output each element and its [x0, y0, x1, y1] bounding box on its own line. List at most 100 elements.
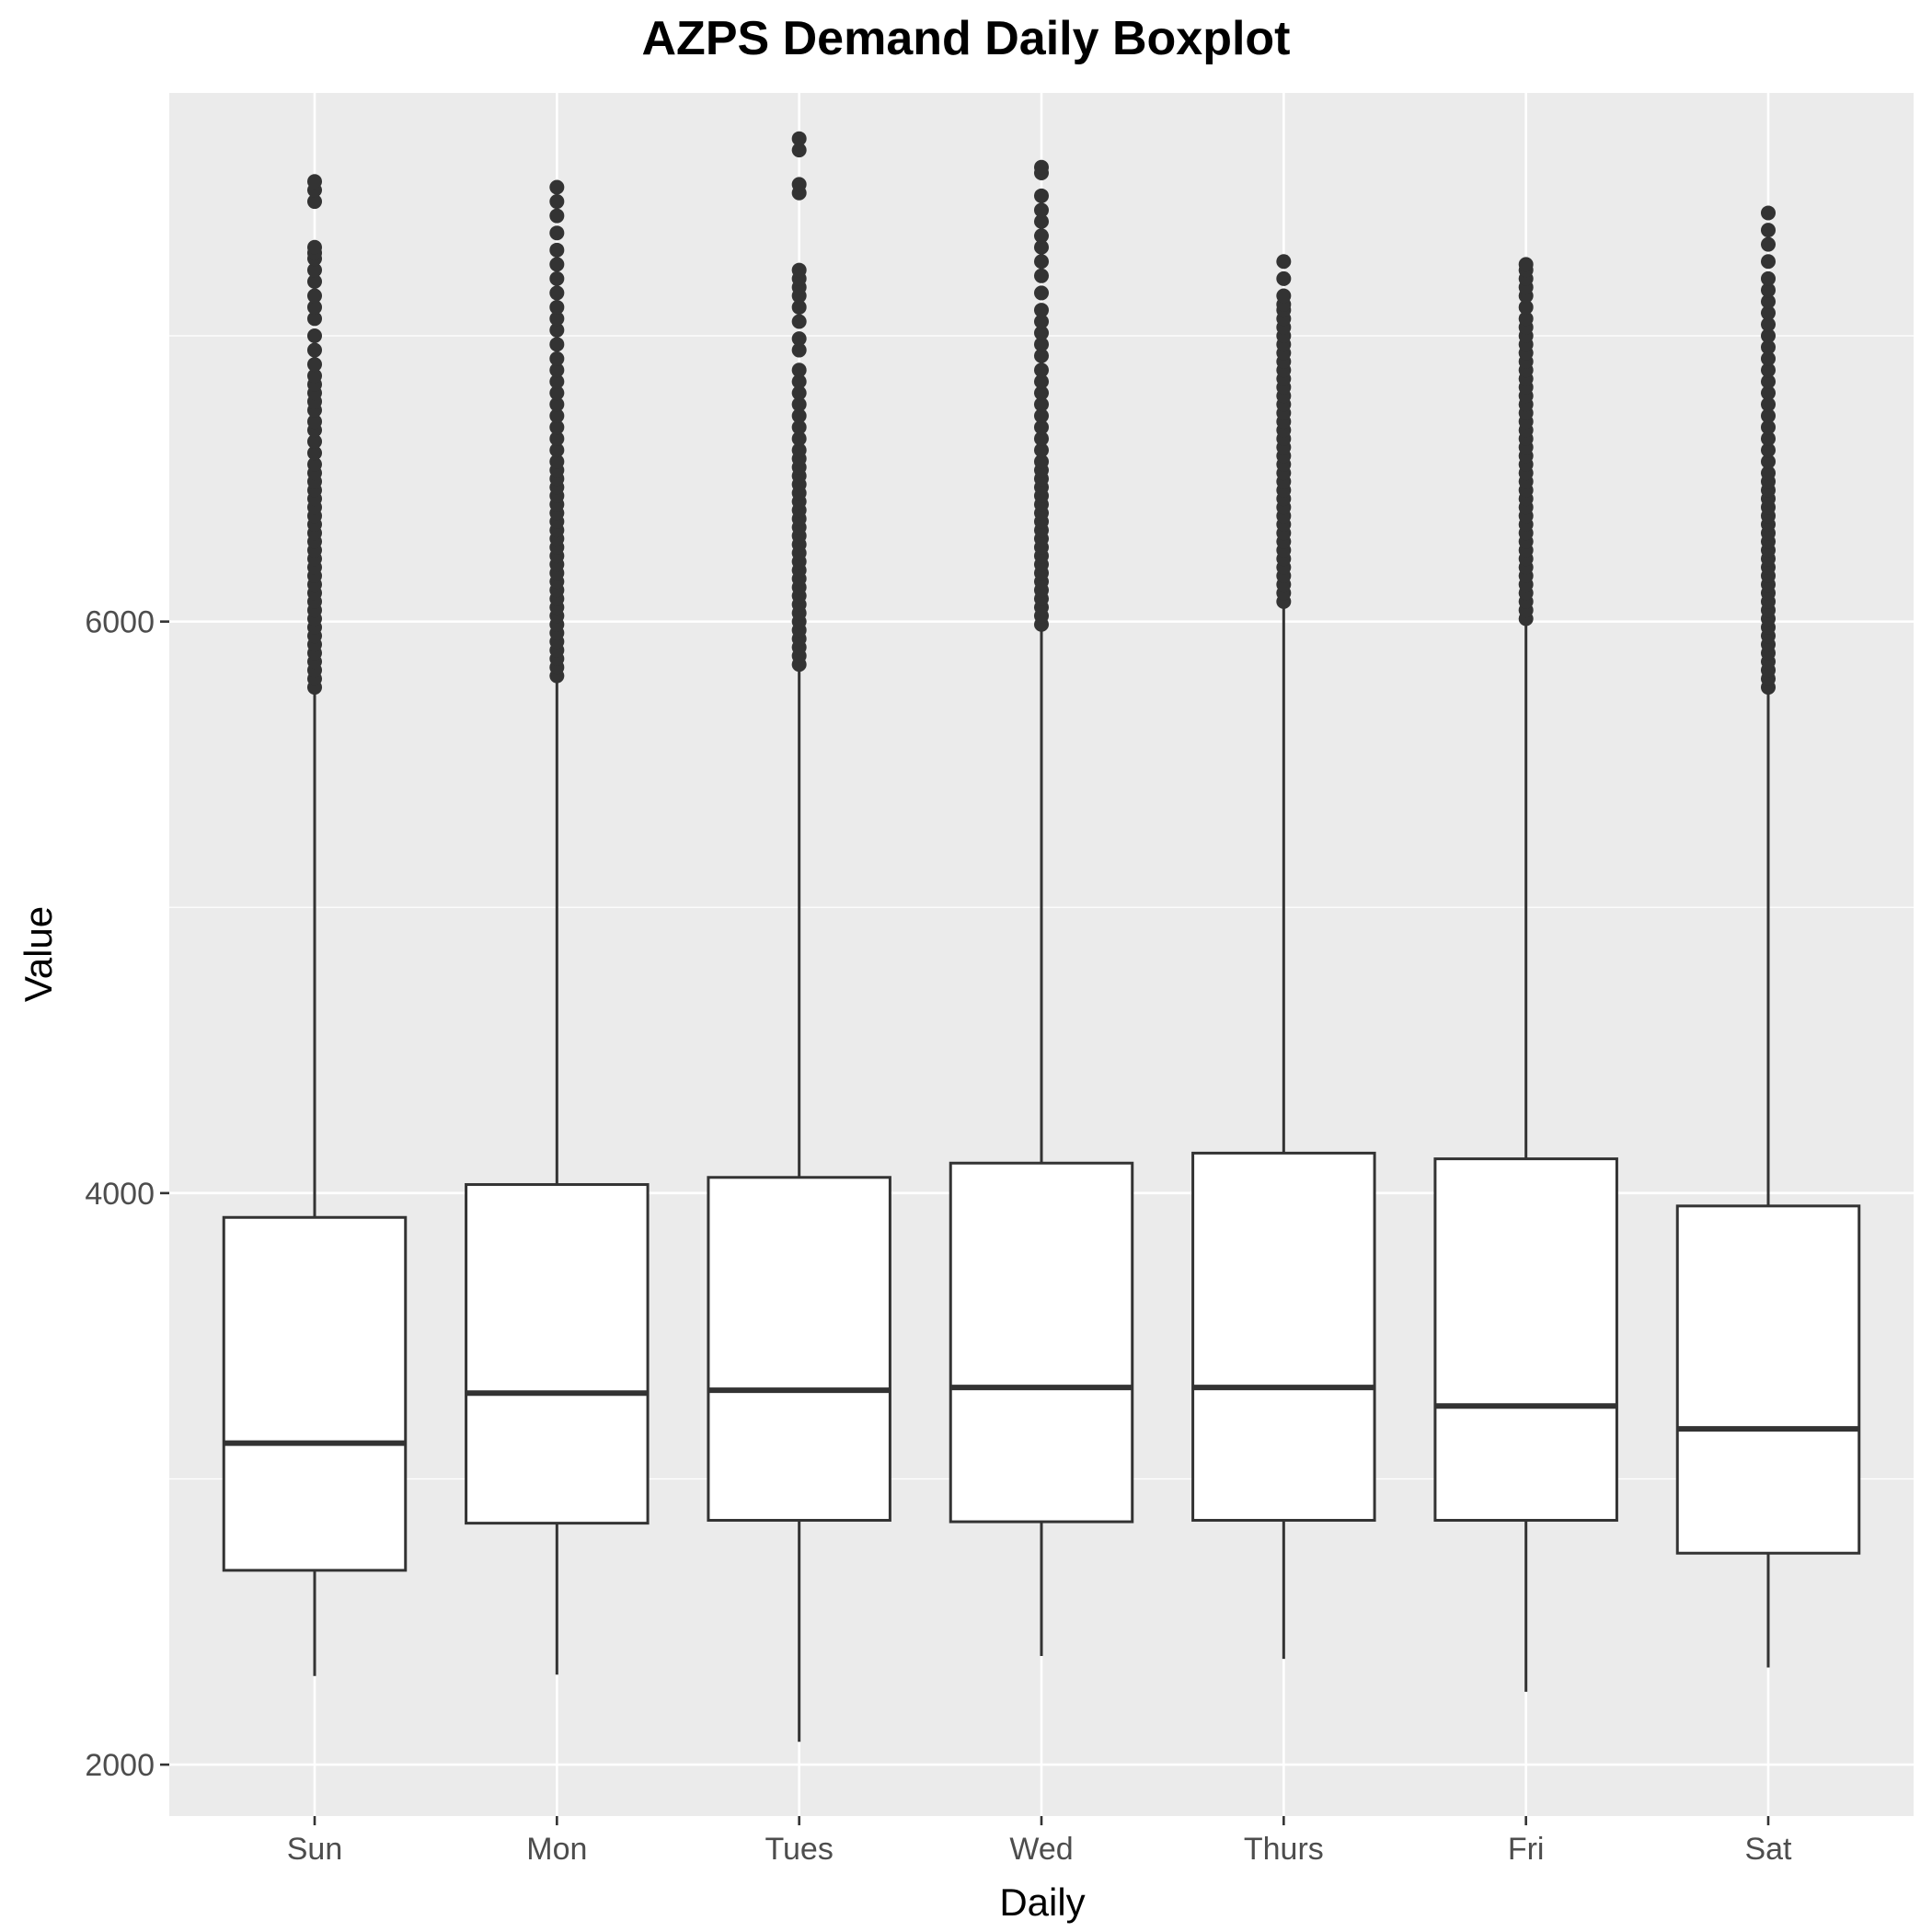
outlier-point [549, 443, 565, 458]
outlier-point [1034, 374, 1049, 389]
outlier-point [791, 262, 807, 278]
iqr-box [949, 1161, 1134, 1524]
x-tick-label: Mon [526, 1832, 587, 1867]
outlier-point [307, 311, 322, 327]
iqr-box [222, 1215, 408, 1572]
outlier-point [791, 385, 807, 401]
outlier-point [549, 225, 565, 241]
chart-title: AZPS Demand Daily Boxplot [641, 12, 1291, 65]
iqr-box [1433, 1157, 1618, 1523]
outlier-point [1034, 314, 1049, 329]
outlier-point [791, 420, 807, 435]
outlier-point [1518, 257, 1534, 272]
y-tick-label: 4000 [85, 1177, 155, 1212]
outlier-point [791, 397, 807, 412]
outlier-point [549, 179, 565, 195]
outlier-point [1034, 303, 1049, 318]
outlier-point [1034, 254, 1049, 270]
outlier-point [307, 288, 322, 304]
outlier-point [307, 174, 322, 190]
outlier-point [307, 239, 322, 255]
outlier-point [307, 433, 322, 449]
outlier-point [307, 342, 322, 358]
outlier-point [1761, 466, 1776, 481]
outlier-point [791, 342, 807, 358]
outlier-point [1761, 293, 1776, 309]
outlier-point [549, 408, 565, 423]
outlier-point [549, 397, 565, 412]
outlier-point [1761, 408, 1776, 423]
outlier-point [1034, 213, 1049, 229]
outlier-point [549, 351, 565, 366]
outlier-point [307, 456, 322, 472]
outlier-point [791, 408, 807, 423]
outlier-point [1761, 270, 1776, 286]
outlier-point [1761, 236, 1776, 252]
outlier-point [1034, 420, 1049, 435]
outlier-point [1761, 374, 1776, 389]
box-sun [222, 174, 408, 1676]
outlier-point [307, 274, 322, 290]
outlier-point [549, 270, 565, 286]
outlier-point [1034, 454, 1049, 469]
x-tick-label: Tues [765, 1832, 834, 1867]
outlier-point [791, 431, 807, 446]
outlier-point [1034, 202, 1049, 218]
outlier-point [1761, 223, 1776, 238]
outlier-point [307, 262, 322, 278]
outlier-point [1034, 337, 1049, 352]
y-tick-label: 2000 [85, 1748, 155, 1783]
x-tick-label: Thurs [1244, 1832, 1324, 1867]
box-thurs [1191, 254, 1376, 1660]
outlier-point [1761, 431, 1776, 446]
outlier-point [549, 311, 565, 327]
outlier-point [307, 328, 322, 344]
outlier-point [307, 414, 322, 430]
outlier-point [1761, 351, 1776, 366]
outlier-point [791, 443, 807, 458]
outlier-point [1518, 311, 1534, 327]
outlier-point [307, 445, 322, 461]
outlier-point [1276, 270, 1292, 286]
outlier-point [1034, 188, 1049, 203]
x-axis-title: Daily [999, 1880, 1085, 1924]
outlier-point [1034, 239, 1049, 255]
outlier-point [1034, 385, 1049, 401]
x-axis: Sun Mon Tues Wed Thurs Fri Sat [287, 1816, 1792, 1867]
outlier-point [549, 257, 565, 272]
outlier-point [549, 194, 565, 210]
outlier-point [549, 322, 565, 338]
y-axis: 2000 4000 6000 [85, 605, 169, 1783]
outlier-point [549, 454, 565, 469]
outlier-point [1034, 159, 1049, 175]
iqr-box [1675, 1204, 1861, 1555]
outlier-point [549, 208, 565, 224]
outlier-point [1034, 348, 1049, 363]
outlier-point [307, 357, 322, 373]
outlier-point [1761, 454, 1776, 469]
outlier-point [1034, 362, 1049, 378]
outlier-point [1761, 420, 1776, 435]
outlier-point [1761, 362, 1776, 378]
x-tick-label: Sat [1744, 1832, 1792, 1867]
outlier-point [1034, 285, 1049, 301]
outlier-point [549, 431, 565, 446]
outlier-point [549, 337, 565, 352]
outlier-point [1761, 328, 1776, 344]
y-tick-label: 6000 [85, 605, 155, 640]
outlier-point [1034, 268, 1049, 283]
outlier-point [1761, 316, 1776, 332]
outlier-point [1034, 397, 1049, 412]
outlier-point [1276, 254, 1292, 270]
box-sat [1675, 205, 1861, 1668]
outlier-point [549, 285, 565, 301]
outlier-point [1034, 228, 1049, 244]
outlier-point [791, 177, 807, 192]
iqr-box [1191, 1151, 1376, 1523]
outlier-point [1761, 205, 1776, 221]
outlier-point [1034, 325, 1049, 340]
outlier-point [307, 368, 322, 384]
x-tick-label: Sun [287, 1832, 343, 1867]
outlier-point [549, 374, 565, 389]
outlier-point [791, 331, 807, 347]
